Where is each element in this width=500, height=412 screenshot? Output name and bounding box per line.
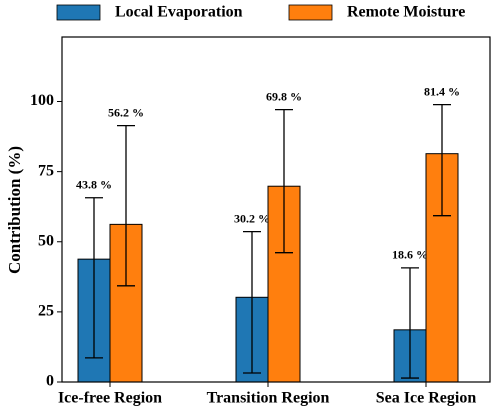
plot-frame [61, 36, 491, 383]
legend-swatch [56, 4, 101, 21]
y-tick-label: 100 [30, 92, 54, 109]
value-label: 69.8 % [266, 89, 302, 103]
y-tick-label: 0 [46, 373, 54, 390]
error-bar [401, 267, 419, 379]
error-bar [433, 103, 451, 217]
value-label: 81.4 % [424, 84, 460, 98]
x-tick-label: Ice-free Region [58, 390, 162, 407]
legend-label: Remote Moisture [347, 4, 465, 21]
legend-label: Local Evaporation [115, 4, 243, 21]
y-tick-label: 25 [38, 303, 54, 320]
x-tick-label: Transition Region [207, 390, 330, 407]
value-label: 56.2 % [108, 105, 144, 119]
legend-swatch [288, 4, 333, 21]
error-bar [117, 124, 135, 287]
value-label: 18.6 % [392, 248, 428, 262]
error-bar [243, 231, 261, 374]
error-bar [275, 108, 293, 254]
y-tick-label: 50 [38, 232, 54, 249]
x-tick-label: Sea Ice Region [376, 390, 477, 407]
y-tick-label: 75 [38, 162, 54, 179]
error-bar [85, 197, 103, 359]
value-label: 30.2 % [234, 211, 270, 225]
value-label: 43.8 % [76, 177, 112, 191]
y-axis-label: Contribution (%) [5, 146, 24, 274]
